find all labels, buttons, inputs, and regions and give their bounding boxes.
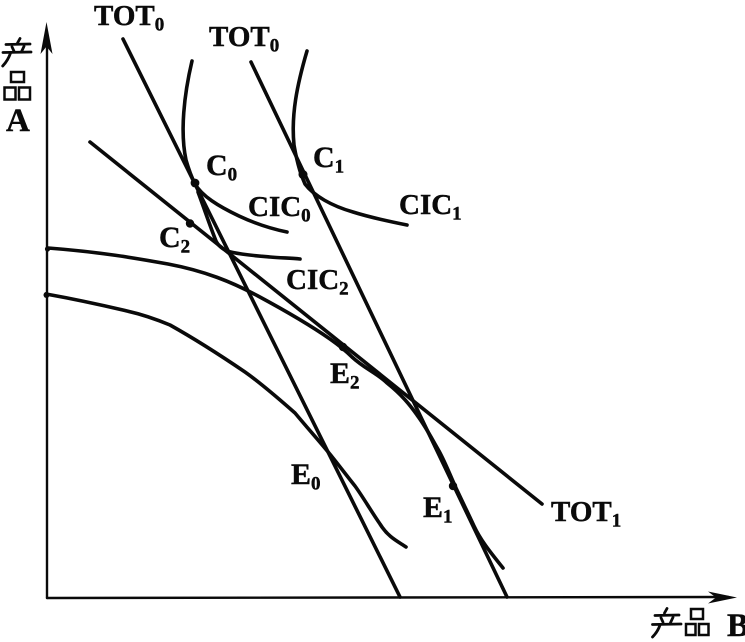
svg-text:C2: C2 — [159, 221, 190, 258]
svg-text:C1: C1 — [313, 141, 344, 178]
svg-text:CIC1: CIC1 — [399, 189, 462, 225]
svg-text:E2: E2 — [330, 357, 360, 394]
svg-text:E0: E0 — [291, 458, 321, 495]
svg-text:E1: E1 — [423, 491, 453, 528]
svg-text:TOT0: TOT0 — [94, 0, 164, 36]
svg-text:CIC0: CIC0 — [248, 191, 311, 227]
svg-text:TOT0: TOT0 — [209, 21, 279, 57]
svg-text:CIC2: CIC2 — [286, 264, 349, 300]
svg-text:C0: C0 — [206, 149, 237, 186]
svg-text:A: A — [6, 103, 30, 139]
svg-text:TOT1: TOT1 — [551, 496, 621, 532]
svg-text:B: B — [727, 608, 745, 642]
